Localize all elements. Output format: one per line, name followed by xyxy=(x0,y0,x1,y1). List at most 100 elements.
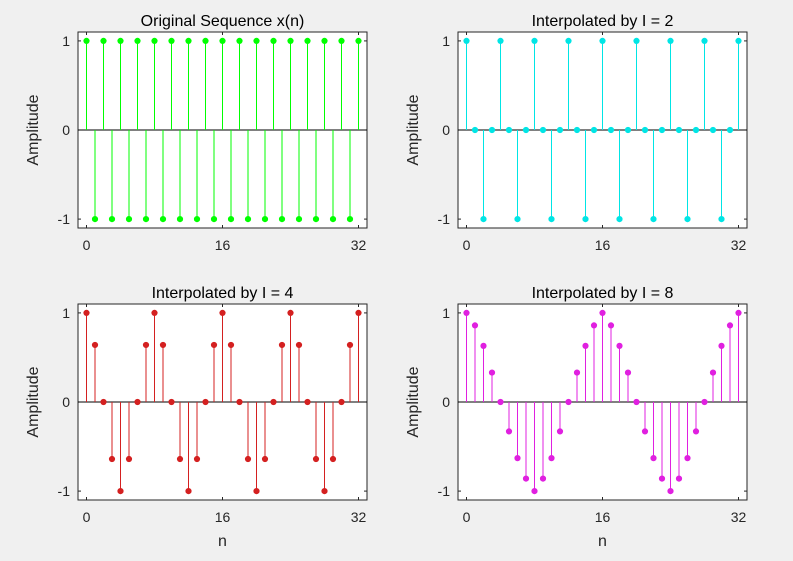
subplot-title: Interpolated by I = 2 xyxy=(532,13,674,30)
stem-marker xyxy=(185,487,192,495)
stem-marker xyxy=(117,487,124,495)
stem-marker xyxy=(641,428,649,435)
stem-marker xyxy=(497,398,504,406)
stem-marker xyxy=(91,341,99,349)
x-tick-label: 16 xyxy=(595,509,611,525)
stem-marker xyxy=(142,215,150,223)
stem-marker xyxy=(556,126,564,134)
y-tick-label: 1 xyxy=(442,33,450,49)
stem-marker xyxy=(329,215,337,223)
stem-marker xyxy=(514,455,521,462)
stem-marker xyxy=(91,215,99,223)
stem-marker xyxy=(624,126,632,134)
stem-marker xyxy=(573,369,581,376)
stem-marker xyxy=(718,342,725,349)
stem-marker xyxy=(607,322,615,329)
x-tick-label: 0 xyxy=(83,509,91,525)
x-tick-label: 32 xyxy=(731,237,747,253)
stem-marker xyxy=(338,398,345,406)
stem-marker xyxy=(346,341,354,349)
subplot-4: 0 16 32 -1 0 1 Interpolated by I = 8 Amplitude n xyxy=(405,285,748,550)
x-tick-label: 0 xyxy=(83,237,91,253)
stem-marker xyxy=(185,37,192,45)
stem-marker xyxy=(684,215,691,223)
stem-marker xyxy=(253,37,260,45)
y-tick-label: -1 xyxy=(58,211,71,227)
stem-marker xyxy=(726,322,734,329)
stem-marker xyxy=(480,342,487,349)
stem-marker xyxy=(134,37,141,45)
stem-marker xyxy=(505,428,513,435)
y-tick-label: 1 xyxy=(62,305,70,321)
stem-marker xyxy=(633,37,640,45)
stem-marker xyxy=(287,37,294,45)
stem-marker xyxy=(531,487,538,495)
stem-marker xyxy=(244,455,252,463)
stem-marker xyxy=(624,369,632,376)
stem-marker xyxy=(667,37,674,45)
stem-marker xyxy=(650,455,657,462)
stem-marker xyxy=(548,455,555,462)
stem-marker xyxy=(590,322,598,329)
stem-marker xyxy=(261,215,269,223)
stem-marker xyxy=(202,37,209,45)
y-tick-label: -1 xyxy=(438,483,451,499)
stem-marker xyxy=(709,126,717,134)
stem-marker xyxy=(488,369,496,376)
stem-marker xyxy=(287,309,294,317)
stem-marker xyxy=(726,126,734,134)
y-axis-label: Amplitude xyxy=(405,94,422,165)
stem-marker xyxy=(735,37,742,45)
stem-marker xyxy=(125,215,133,223)
stem-marker xyxy=(675,126,683,134)
stem-marker xyxy=(650,215,657,223)
y-tick-label: -1 xyxy=(438,211,451,227)
stem-marker xyxy=(100,37,107,45)
stem-marker xyxy=(329,455,337,463)
stem-marker xyxy=(684,455,691,462)
stem-marker xyxy=(142,341,150,349)
stem-marker xyxy=(582,342,589,349)
stem-marker xyxy=(312,215,320,223)
stem-marker xyxy=(176,215,184,223)
stem-marker xyxy=(108,455,116,463)
stem-marker xyxy=(692,428,700,435)
stem-marker xyxy=(505,126,513,134)
stem-marker xyxy=(658,126,666,134)
stem-marker xyxy=(548,215,555,223)
stem-marker xyxy=(471,322,479,329)
stem-marker xyxy=(168,37,175,45)
stem-marker xyxy=(607,126,615,134)
stem-marker xyxy=(219,37,226,45)
x-tick-label: 32 xyxy=(731,509,747,525)
y-tick-label: 1 xyxy=(442,305,450,321)
stem-marker xyxy=(202,398,209,406)
stem-marker xyxy=(599,309,606,317)
stem-marker xyxy=(236,398,243,406)
x-tick-label: 0 xyxy=(463,509,471,525)
subplot-1: 0 16 32 -1 0 1 Original Sequence x(n) Amplitude xyxy=(25,13,368,253)
x-tick-label: 32 xyxy=(351,509,367,525)
stem-marker xyxy=(667,487,674,495)
stem-marker xyxy=(471,126,479,134)
stem-marker xyxy=(304,398,311,406)
stem-marker xyxy=(125,455,133,463)
stem-marker xyxy=(270,37,277,45)
stem-marker xyxy=(463,309,470,317)
stem-marker xyxy=(522,126,530,134)
stem-marker xyxy=(159,341,167,349)
stem-marker xyxy=(692,126,700,134)
stem-marker xyxy=(210,215,218,223)
stem-marker xyxy=(590,126,598,134)
stem-marker xyxy=(278,215,286,223)
stem-marker xyxy=(278,341,286,349)
y-axis-label: Amplitude xyxy=(405,366,422,437)
y-tick-label: 1 xyxy=(62,33,70,49)
stem-marker xyxy=(709,369,717,376)
stem-marker xyxy=(718,215,725,223)
stem-marker xyxy=(100,398,107,406)
stem-marker xyxy=(658,475,666,482)
stem-marker xyxy=(210,341,218,349)
stem-marker xyxy=(117,37,124,45)
